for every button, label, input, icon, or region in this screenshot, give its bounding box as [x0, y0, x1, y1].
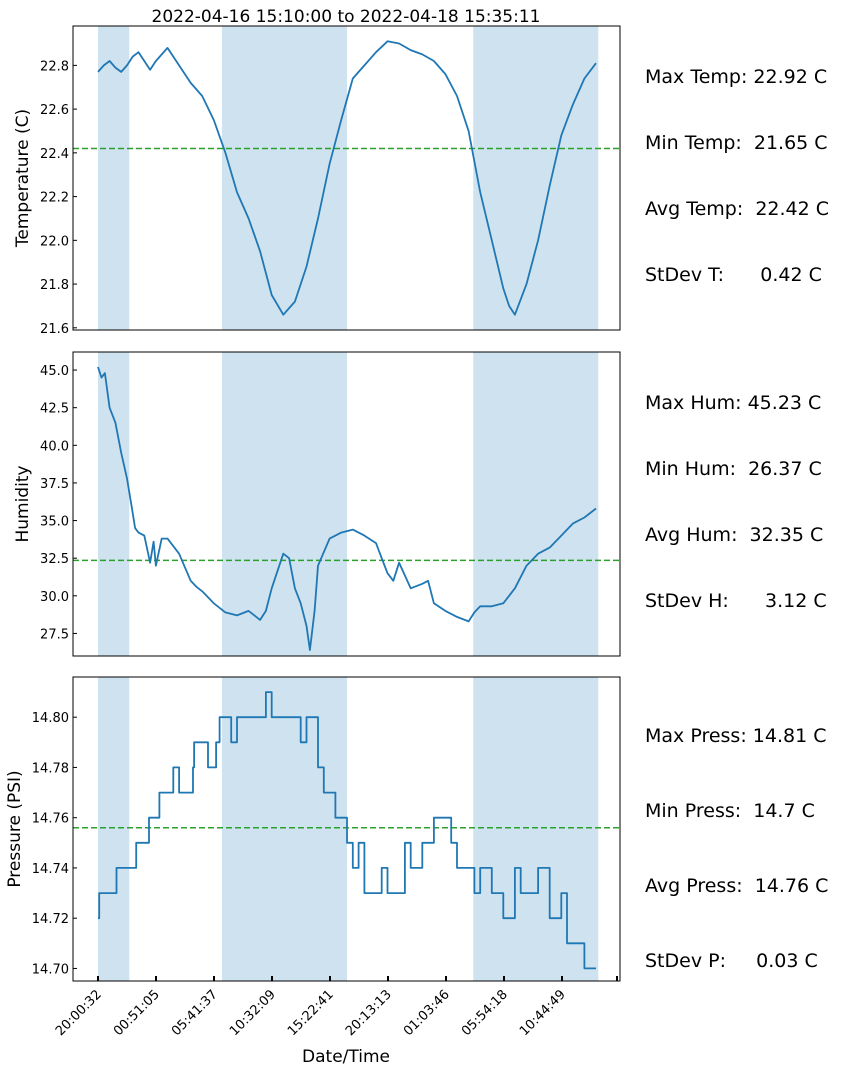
temperature-y-tick-label: 22.6: [40, 103, 69, 118]
temperature-panel: 21.6 21.8 22.0 22.2 22.4 22.6 22.8 Temperature …: [13, 25, 621, 337]
x-tick-label: 15:22:41: [285, 987, 337, 1039]
pressure-shaded-band-2: [473, 677, 599, 981]
temperature-y-tick-label: 21.6: [40, 322, 69, 337]
x-tick-label: 05:54:18: [459, 987, 511, 1039]
pressure-stats: Max Press: 14.81 C Min Press: 14.7 C Avg…: [645, 674, 828, 999]
temperature-stdev-stat: StDev T: 0.42 C: [645, 264, 822, 286]
pressure-y-tick-label: 14.78: [32, 761, 69, 776]
pressure-min-stat: Min Press: 14.7 C: [645, 800, 815, 822]
humidity-y-tick-label: 40.0: [40, 439, 69, 454]
humidity-stats: Max Hum: 45.23 C Min Hum: 26.37 C Avg Hu…: [645, 348, 827, 634]
humidity-stdev-stat: StDev H: 3.12 C: [645, 590, 827, 612]
x-tick-label: 00:51:05: [111, 987, 163, 1039]
temperature-max-stat: Max Temp: 22.92 C: [645, 66, 828, 88]
x-tick-label: 01:03:46: [401, 987, 453, 1039]
humidity-shaded-band-0: [98, 352, 130, 656]
pressure-axes-frame: [72, 676, 621, 982]
humidity-min-stat: Min Hum: 26.37 C: [645, 458, 822, 480]
pressure-y-tick-label: 14.74: [32, 862, 69, 877]
temperature-y-tick-label: 22.0: [40, 234, 69, 249]
temperature-y-tick-label: 22.4: [40, 147, 69, 162]
temperature-shaded-band-2: [473, 26, 599, 330]
x-tick-label: 20:13:13: [343, 987, 395, 1039]
temperature-y-tick-label: 22.2: [40, 191, 69, 206]
pressure-series-line: [98, 691, 596, 970]
pressure-y-tick-label: 14.80: [32, 711, 69, 726]
humidity-axes-frame: [72, 351, 621, 657]
humidity-panel: 27.5 30.0 32.5 35.0 37.5 40.0 42.5 45.0 Humidity: [13, 351, 621, 657]
humidity-y-tick-label: 32.5: [40, 552, 69, 567]
humidity-y-axis-label: Humidity: [13, 465, 33, 542]
x-tick-label: 10:32:09: [227, 987, 279, 1039]
humidity-y-tick-label: 35.0: [40, 515, 69, 530]
pressure-y-axis-label: Pressure (PSI): [5, 770, 25, 887]
humidity-series-line: [97, 366, 597, 651]
humidity-y-tick-label: 37.5: [40, 477, 69, 492]
temperature-shaded-band-0: [98, 26, 130, 330]
humidity-y-tick-label: 45.0: [40, 364, 69, 379]
temperature-stats: Max Temp: 22.92 C Min Temp: 21.65 C Avg …: [645, 22, 829, 308]
temperature-min-stat: Min Temp: 21.65 C: [645, 132, 828, 154]
chart-title: 2022-04-16 15:10:00 to 2022-04-18 15:35:…: [152, 7, 541, 27]
pressure-shaded-band-0: [98, 677, 130, 981]
humidity-avg-stat: Avg Hum: 32.35 C: [645, 524, 824, 546]
temperature-y-tick-label: 22.8: [40, 59, 69, 74]
pressure-panel: 14.70 14.72 14.74 14.76 14.78 14.80 Pressure (…: [5, 676, 621, 1039]
pressure-avg-stat: Avg Press: 14.76 C: [645, 875, 829, 897]
humidity-shaded-band-1: [221, 352, 347, 656]
pressure-shaded-band-1: [221, 677, 347, 981]
pressure-stdev-stat: StDev P: 0.03 C: [645, 950, 818, 972]
x-tick-label: 10:44:49: [517, 987, 569, 1039]
pressure-max-stat: Max Press: 14.81 C: [645, 725, 827, 747]
temperature-y-tick-label: 21.8: [40, 278, 69, 293]
x-tick-label: 05:41:37: [169, 987, 221, 1039]
temperature-y-axis-label: Temperature (C): [13, 109, 33, 248]
humidity-max-stat: Max Hum: 45.23 C: [645, 392, 822, 414]
humidity-shaded-band-2: [473, 352, 599, 656]
humidity-y-tick-label: 42.5: [40, 402, 69, 417]
humidity-y-tick-label: 27.5: [40, 627, 69, 642]
x-tick-label: 20:00:32: [53, 987, 105, 1039]
temperature-series-line: [97, 40, 597, 316]
temperature-avg-stat: Avg Temp: 22.42 C: [645, 198, 830, 220]
temperature-axes-frame: [72, 25, 621, 331]
temperature-shaded-band-1: [221, 26, 347, 330]
pressure-y-tick-label: 14.76: [32, 812, 69, 827]
pressure-y-tick-label: 14.72: [32, 912, 69, 927]
pressure-y-tick-label: 14.70: [32, 962, 69, 977]
humidity-y-tick-label: 30.0: [40, 590, 69, 605]
x-axis-label: Date/Time: [302, 1047, 390, 1067]
